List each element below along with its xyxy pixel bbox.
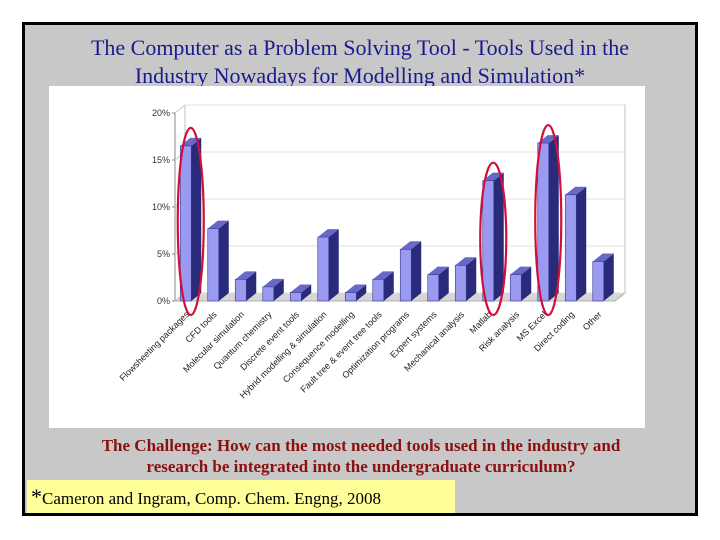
x-tick-label: Flowsheeting packages [118,309,192,383]
bar [289,292,302,302]
x-tick-label: Other [581,309,604,332]
bar [372,279,385,302]
bar-top [592,253,614,262]
y-tick-label: 20% [152,108,170,118]
bar [564,194,577,302]
bar-side [548,135,559,301]
bar-side [218,220,229,301]
bar-top [455,257,477,266]
bar-top [345,284,367,293]
bar-top [180,137,202,146]
challenge-text: The Challenge: How can the most needed t… [41,435,681,477]
y-tick-label: 5% [157,249,170,259]
bar-side [603,253,614,301]
bar-side [411,241,422,301]
bar-top [290,284,312,293]
bar-top [317,229,339,238]
bar-top [482,172,504,181]
bar-side [246,271,257,301]
bar-side [356,284,367,301]
citation-box: *Cameron and Ingram, Comp. Chem. Engng, … [27,480,455,513]
bar-side [576,186,587,301]
bar [509,274,522,302]
bar-top [207,220,229,229]
title-line-1: The Computer as a Problem Solving Tool -… [90,35,630,60]
bar-side [438,266,449,301]
bar [427,274,440,302]
bar-top [262,278,284,287]
bar [482,180,495,302]
bar [234,279,247,302]
citation-asterisk: * [31,484,42,509]
citation-text: Cameron and Ingram, Comp. Chem. Engng, 2… [42,489,382,508]
bar [537,142,550,302]
highlight-ellipse [479,161,508,317]
bar-side [191,137,202,301]
bar-top [427,266,449,275]
bar-top [565,186,587,195]
challenge-line-1: The Challenge: How can the most needed t… [101,436,621,455]
bar-top [510,266,532,275]
slide-title: The Computer as a Problem Solving Tool -… [25,34,695,90]
bar [592,261,605,302]
bar-side [301,284,312,301]
bar-side [383,271,394,301]
bar [317,236,330,302]
bar-top [235,271,257,280]
bar-side [466,257,477,301]
y-tick-label: 0% [157,296,170,306]
title-line-2: Industry Nowadays for Modelling and Simu… [134,63,586,88]
bar-side [273,278,284,301]
bar [179,145,192,302]
y-tick-label: 10% [152,202,170,212]
bar-top [400,241,422,250]
bar-top [372,271,394,280]
chart-area: 0% 5% 10% 15% 20% Flowsheeting packages CFD to… [49,86,645,428]
grid-diagonal [174,104,186,114]
highlight-ellipse [534,123,563,317]
challenge-line-2: research be integrated into the undergra… [146,457,576,476]
bar-side [493,172,504,301]
content-panel: The Computer as a Problem Solving Tool -… [22,22,698,516]
y-tick-label: 15% [152,155,170,165]
bar [262,286,275,302]
highlight-ellipse [176,126,205,317]
bar-side [521,266,532,301]
bar [454,264,467,302]
bar-side [328,229,339,301]
bar [207,228,220,302]
bar [399,249,412,302]
bar [344,292,357,302]
